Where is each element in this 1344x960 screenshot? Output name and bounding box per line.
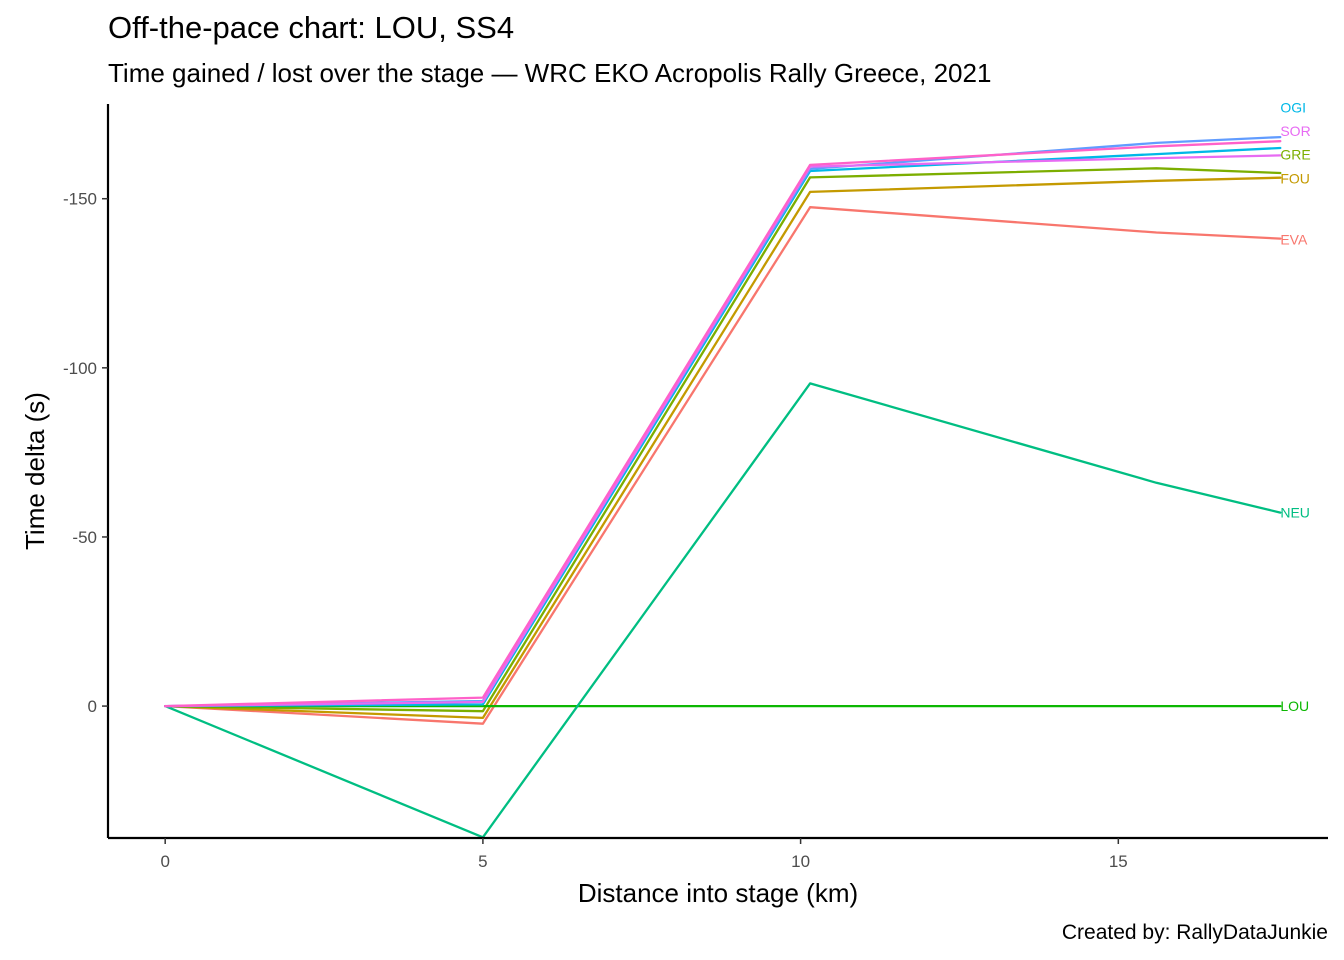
end-label-fou: FOU bbox=[1280, 170, 1310, 186]
series-line-neu bbox=[164, 382, 1282, 839]
y-tick-label: -50 bbox=[72, 528, 97, 547]
x-tick-label: 15 bbox=[1109, 852, 1128, 871]
series-line-eva bbox=[164, 206, 1282, 725]
chart-caption: Created by: RallyDataJunkie bbox=[1061, 921, 1328, 944]
end-label-layer: OGI SOR GRE FOU EVA NEU LOU bbox=[1280, 99, 1310, 714]
x-tick-label: 5 bbox=[478, 852, 487, 871]
x-axis-ticks: 0 5 10 15 bbox=[160, 838, 1128, 871]
y-tick-label: 0 bbox=[88, 697, 97, 716]
end-label-sor: SOR bbox=[1280, 123, 1310, 139]
chart-subtitle: Time gained / lost over the stage — WRC … bbox=[108, 58, 992, 88]
chart-title: Off-the-pace chart: LOU, SS4 bbox=[108, 10, 515, 45]
series-line-sor bbox=[164, 154, 1282, 708]
series-line-unlabeled-6 bbox=[164, 135, 1282, 708]
end-label-gre: GRE bbox=[1280, 147, 1310, 163]
y-tick-label: -100 bbox=[63, 359, 97, 378]
y-tick-label: -150 bbox=[63, 190, 97, 209]
x-tick-label: 0 bbox=[160, 852, 169, 871]
end-label-lou: LOU bbox=[1280, 698, 1309, 714]
end-label-neu: NEU bbox=[1280, 505, 1310, 521]
x-tick-label: 10 bbox=[791, 852, 810, 871]
series-line-unlabeled-8 bbox=[164, 140, 1282, 708]
x-axis-title: Distance into stage (km) bbox=[578, 878, 858, 908]
end-label-ogi: OGI bbox=[1280, 99, 1306, 115]
series-line-ogi bbox=[164, 146, 1282, 708]
series-line-gre bbox=[164, 167, 1282, 713]
series-layer bbox=[164, 135, 1282, 839]
end-label-eva: EVA bbox=[1280, 231, 1308, 247]
y-axis-ticks: -150 -100 -50 0 bbox=[63, 190, 108, 716]
series-line-fou bbox=[164, 176, 1282, 720]
y-axis-title: Time delta (s) bbox=[20, 392, 50, 550]
